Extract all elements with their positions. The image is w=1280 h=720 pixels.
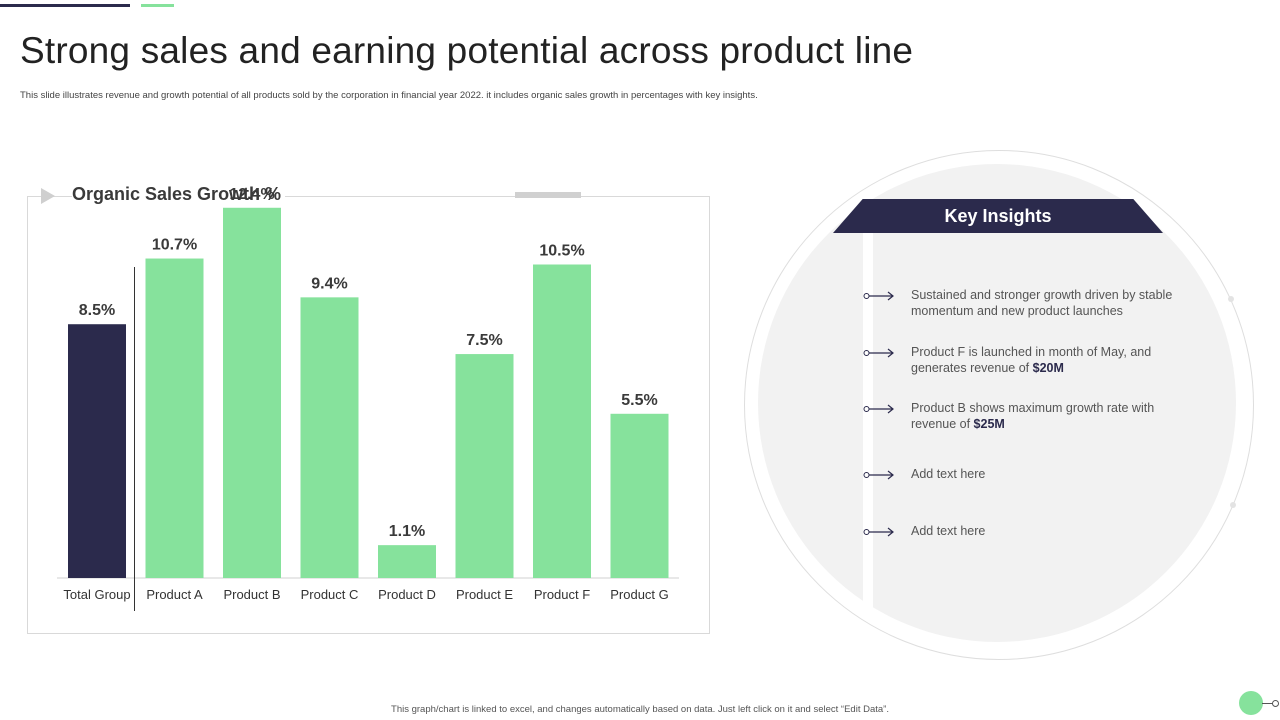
key-insights-header — [833, 199, 1163, 233]
insight-text: Add text here — [911, 524, 986, 538]
bar-product-a — [145, 258, 204, 578]
category-label: Product E — [456, 587, 513, 602]
circle-decor-dot — [1230, 502, 1236, 508]
data-label: 10.5% — [539, 243, 584, 260]
chart-frame — [27, 196, 710, 634]
connector-circle-icon — [1272, 700, 1279, 707]
insights-divider-strip — [863, 233, 873, 611]
top-accent-bar-green — [141, 4, 174, 7]
bar-product-f — [533, 264, 591, 578]
data-label: 8.5% — [79, 302, 115, 319]
green-dot-icon — [1239, 691, 1263, 715]
bar-product-c — [300, 297, 359, 578]
bar-product-g — [610, 413, 669, 578]
category-label: Total Group — [63, 587, 130, 602]
bar-total-group — [68, 324, 126, 578]
slide-title: Strong sales and earning potential acros… — [20, 30, 914, 71]
insight-highlight: $25M — [973, 417, 1005, 431]
footer-text: This graph/chart is linked to excel, and… — [391, 704, 889, 715]
connector-line — [1262, 703, 1274, 704]
data-label: 5.5% — [621, 392, 657, 409]
arrow-connector-icon — [863, 527, 894, 537]
category-label: Product F — [534, 587, 590, 602]
bar-product-b — [223, 207, 281, 578]
circle-decor-dot — [1228, 296, 1234, 302]
insight-text: Product B shows maximum growth rate with… — [911, 401, 1155, 431]
category-label: Product G — [610, 587, 669, 602]
arrow-connector-icon — [863, 291, 894, 301]
arrow-connector-icon — [863, 470, 894, 480]
arrow-connector-icon — [863, 404, 894, 414]
data-label: 1.1% — [389, 523, 425, 540]
insight-highlight: $20M — [1032, 361, 1064, 375]
data-label: 10.7% — [152, 237, 197, 254]
insight-text: Add text here — [911, 467, 986, 481]
footer-note: This graph/chart is linked to excel, and… — [0, 704, 1280, 715]
insights-circle-outline — [744, 150, 1254, 660]
data-label: 12.4% — [229, 186, 274, 203]
chart-decor-bar — [515, 192, 581, 198]
arrow-connector-icon — [863, 348, 894, 358]
bar-chart: 8.5% Total Group 10.7% Product A 12.4% Produc… — [57, 186, 679, 611]
insight-text: Sustained and stronger growth driven by … — [911, 288, 1173, 318]
top-accent-bar-dark — [0, 4, 130, 7]
category-label: Product B — [223, 587, 280, 602]
key-insights-title: Key Insights — [944, 206, 1052, 226]
chart-triangle-icon — [41, 188, 55, 204]
slide-subtitle: This slide illustrates revenue and growt… — [20, 90, 758, 101]
bar-product-e — [455, 354, 514, 578]
chart-title: Organic Sales Growth % — [72, 184, 286, 205]
category-label: Product A — [146, 587, 203, 602]
bar-product-d — [378, 545, 436, 578]
category-label: Product C — [301, 587, 359, 602]
insights-circle — [758, 164, 1236, 642]
data-label: 9.4% — [311, 275, 347, 292]
insight-text: Product F is launched in month of May, a… — [911, 345, 1152, 375]
data-label: 7.5% — [466, 332, 502, 349]
category-label: Product D — [378, 587, 436, 602]
